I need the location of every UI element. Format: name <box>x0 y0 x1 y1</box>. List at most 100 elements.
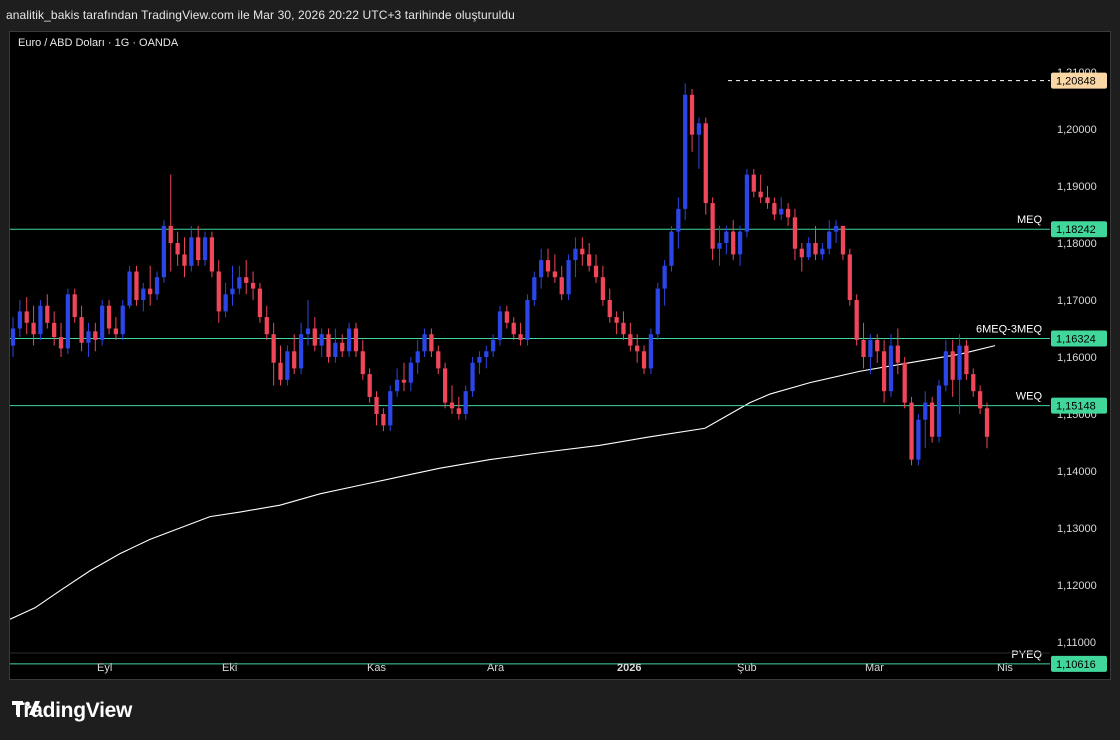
candle-body <box>470 362 475 392</box>
candle-body <box>65 294 70 349</box>
candle-body <box>333 342 338 357</box>
candle-body <box>737 231 743 255</box>
candle-body <box>676 208 681 232</box>
time-axis-label: Ara <box>487 662 505 674</box>
candle-body <box>593 265 599 278</box>
price-axis-label: 1,12000 <box>1057 580 1097 592</box>
candle-body <box>950 351 955 380</box>
candle-body <box>628 334 633 346</box>
candle-body <box>696 123 702 135</box>
candle-body <box>689 94 695 135</box>
tradingview-logo[interactable]: TradingView <box>12 699 132 723</box>
level-price-tag: 1,10616 <box>1056 659 1096 671</box>
level-price-tag: 1,15148 <box>1056 401 1096 413</box>
candle-body <box>216 271 221 312</box>
candle-body <box>518 334 523 340</box>
candle-body <box>319 334 324 346</box>
candle-body <box>86 331 91 343</box>
candle-body <box>24 311 29 323</box>
candle-body <box>189 237 194 266</box>
candle-body <box>154 277 160 295</box>
candle-body <box>52 322 57 338</box>
candle-body <box>614 317 619 323</box>
candle-body <box>703 123 708 204</box>
candle-body <box>491 339 496 352</box>
candle-body <box>785 208 791 218</box>
time-axis-label: Şub <box>737 662 757 674</box>
candle-body <box>244 277 249 283</box>
candle-body <box>58 337 64 349</box>
candle-body <box>902 362 907 403</box>
candle-body <box>744 174 750 232</box>
candle-body <box>930 402 935 437</box>
candle-body <box>394 379 400 392</box>
candle-body <box>504 311 509 323</box>
candle-body <box>436 351 441 369</box>
candle-body <box>250 282 256 289</box>
chart-pane[interactable]: MEQ 6MEQ-3MEQ WEQ PYEQ 1,11000 1,12000 1,1300… <box>9 31 1111 680</box>
time-axis-label: Eki <box>222 662 237 674</box>
candle-body <box>415 351 420 363</box>
candle-body <box>381 414 386 426</box>
candle-body <box>367 374 372 397</box>
candle-body <box>978 391 983 409</box>
candle-body <box>525 300 530 340</box>
candle-body <box>484 351 489 357</box>
candle-body <box>312 328 317 346</box>
candle-body <box>792 217 798 249</box>
candle-body <box>724 231 729 243</box>
candle-body <box>820 248 825 255</box>
levels-layer: MEQ 6MEQ-3MEQ WEQ PYEQ <box>10 80 1050 665</box>
candle-body <box>648 334 654 369</box>
candle-body <box>635 345 640 352</box>
candle-body <box>888 345 894 392</box>
candle-body <box>326 334 331 357</box>
time-axis-label: Kas <box>367 662 386 674</box>
candle-body <box>895 345 900 363</box>
candle-body <box>463 391 468 414</box>
candle-body <box>566 260 571 295</box>
candle-body <box>552 271 557 278</box>
level-label: WEQ <box>1016 391 1043 403</box>
candle-body <box>202 237 208 261</box>
candle-body <box>923 402 928 420</box>
candle-body <box>971 374 976 392</box>
price-chart[interactable]: MEQ 6MEQ-3MEQ WEQ PYEQ 1,11000 1,12000 1,1300… <box>10 32 1112 681</box>
candle-body <box>559 277 564 295</box>
candle-body <box>223 294 228 312</box>
candle-body <box>285 351 290 380</box>
candle-body <box>710 203 715 249</box>
price-tags-layer: 1,18242 1,16324 1,15148 1,10616 1,20848 <box>1051 72 1107 672</box>
level-label: 6MEQ-3MEQ <box>976 324 1042 336</box>
candle-body <box>806 243 811 258</box>
candle-body <box>957 345 962 380</box>
candle-body <box>134 271 139 300</box>
high-price-tag-box <box>1051 72 1107 89</box>
candle-body <box>827 231 832 249</box>
level-label: PYEQ <box>1011 649 1042 661</box>
price-axis-label: 1,14000 <box>1057 466 1097 478</box>
time-axis-label: 2026 <box>617 662 641 674</box>
level-price-tag: 1,18242 <box>1056 224 1096 236</box>
symbol-label[interactable]: Euro / ABD Doları · 1G · OANDA <box>18 37 179 49</box>
candle-body <box>443 368 448 403</box>
price-axis-label: 1,16000 <box>1057 352 1097 364</box>
moving-average-layer <box>10 345 996 620</box>
candle-body <box>79 317 84 343</box>
candle-body <box>964 345 969 375</box>
candle-body <box>429 334 434 352</box>
candle-body <box>161 225 167 278</box>
candle-body <box>984 408 990 437</box>
candle-body <box>936 385 942 437</box>
candle-body <box>278 362 283 380</box>
candle-body <box>881 351 887 392</box>
tradingview-logo-icon <box>12 701 40 715</box>
level-label: MEQ <box>1017 214 1043 226</box>
high-price-tag: 1,20848 <box>1056 76 1096 88</box>
time-axis-label: Nis <box>997 662 1013 674</box>
candle-body <box>298 334 304 369</box>
candle-body <box>449 402 455 409</box>
candle-body <box>408 362 413 383</box>
time-axis-label: Eyl <box>97 662 112 674</box>
candle-body <box>765 197 770 204</box>
